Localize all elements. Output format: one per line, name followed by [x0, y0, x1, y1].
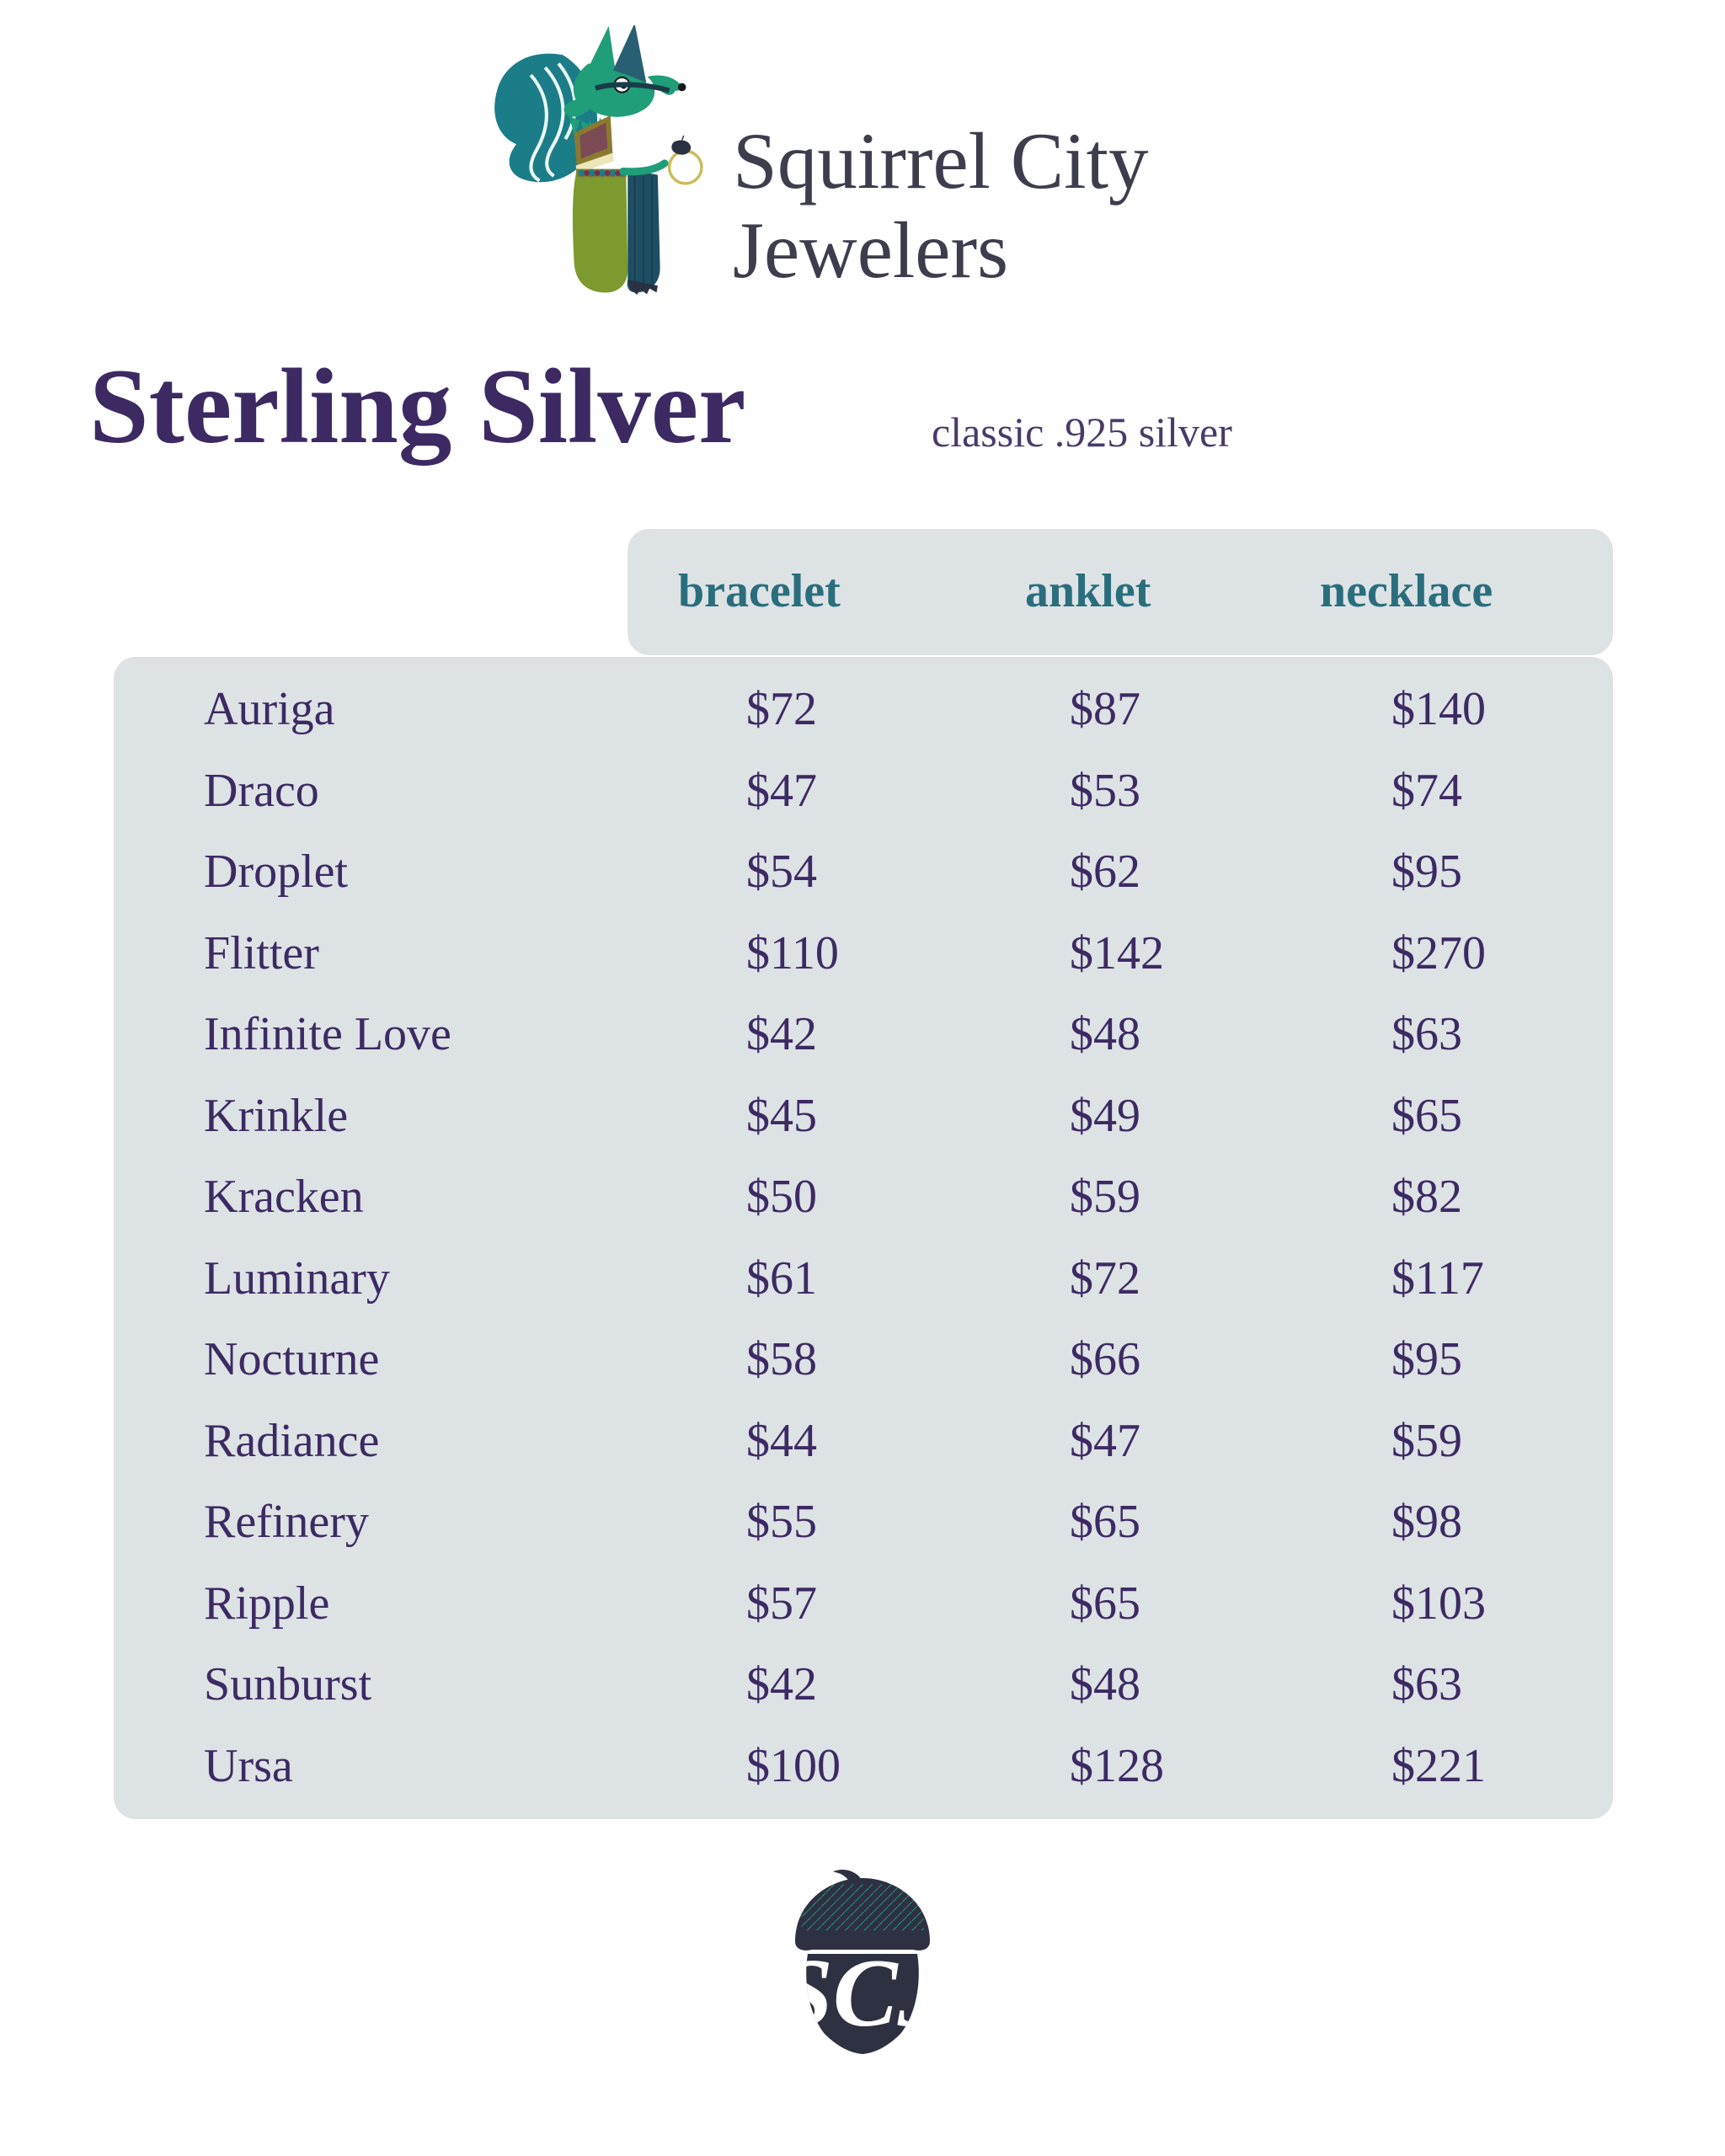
- svg-text:SCJ: SCJ: [779, 1940, 947, 2047]
